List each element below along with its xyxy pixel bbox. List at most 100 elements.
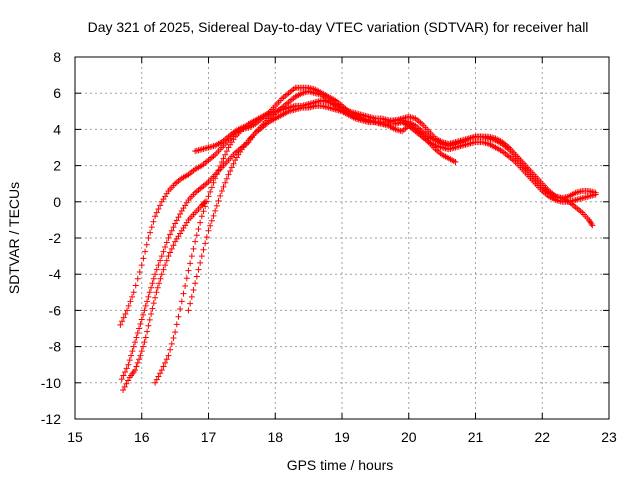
y-tick-label: -2 [49, 230, 62, 246]
data-point [202, 240, 209, 247]
x-tick-label: 15 [67, 429, 83, 445]
data-point [213, 171, 220, 178]
chart-title: Day 321 of 2025, Sidereal Day-to-day VTE… [88, 19, 589, 35]
data-point [122, 311, 129, 318]
data-point [207, 222, 214, 229]
data-point [190, 287, 197, 294]
data-point [193, 273, 200, 280]
data-point [192, 238, 199, 245]
y-tick-label: -8 [49, 339, 62, 355]
y-tick-label: -12 [41, 411, 61, 427]
data-point [138, 348, 145, 355]
series-track-c [120, 198, 209, 394]
y-tick-label: -6 [49, 302, 62, 318]
data-point [157, 202, 164, 209]
data-point [230, 160, 237, 167]
data-point [145, 293, 152, 300]
data-point [152, 294, 159, 301]
data-point [212, 175, 219, 182]
data-point [140, 343, 147, 350]
data-point [222, 179, 229, 186]
data-point [136, 268, 143, 275]
data-point [183, 275, 190, 282]
data-point [223, 175, 230, 182]
data-point [203, 234, 210, 241]
data-point [185, 307, 192, 314]
data-point [185, 267, 192, 274]
data-point [149, 305, 156, 312]
data-point [152, 379, 159, 386]
data-point [149, 280, 156, 287]
data-point [163, 239, 170, 246]
data-point [134, 275, 141, 282]
data-point [223, 148, 230, 155]
data-point [168, 245, 175, 252]
data-point [212, 207, 219, 214]
data-point [155, 262, 162, 269]
data-point [138, 262, 145, 269]
y-tick-label: 6 [53, 85, 61, 101]
data-point [207, 188, 214, 195]
data-point [147, 229, 154, 236]
y-tick-label: 0 [53, 194, 61, 210]
data-point [125, 377, 132, 384]
data-point [148, 311, 155, 318]
data-point [133, 363, 140, 370]
x-tick-label: 19 [334, 429, 350, 445]
data-point [117, 321, 124, 328]
data-point [197, 219, 204, 226]
data-point [217, 163, 224, 170]
data-point [158, 271, 165, 278]
data-point [217, 192, 224, 199]
data-point [208, 184, 215, 191]
data-point [132, 339, 139, 346]
data-markers [117, 84, 599, 394]
data-point [222, 151, 229, 158]
data-point [170, 335, 177, 342]
data-point [148, 284, 155, 291]
data-point [146, 289, 153, 296]
data-point [150, 275, 157, 282]
data-point [160, 363, 167, 370]
data-point [156, 280, 163, 287]
data-point [218, 187, 225, 194]
data-point [162, 244, 169, 251]
data-point [152, 213, 159, 220]
data-point [157, 275, 164, 282]
data-point [163, 257, 170, 264]
data-point [165, 253, 172, 260]
data-point [136, 325, 143, 332]
data-point [172, 220, 179, 227]
data-point [136, 356, 143, 363]
data-point [153, 266, 160, 273]
data-point [157, 370, 164, 377]
data-point [173, 321, 180, 328]
data-point [153, 209, 160, 216]
series-track-b [118, 88, 599, 383]
data-point [120, 387, 127, 394]
data-point [137, 320, 144, 327]
data-point [170, 242, 177, 249]
data-point [132, 282, 139, 289]
data-point [187, 300, 194, 307]
data-point [588, 220, 595, 227]
data-point [218, 158, 225, 165]
x-tick-label: 22 [534, 429, 550, 445]
data-point [127, 298, 134, 305]
data-point [123, 365, 130, 372]
axis-ticks: 15 16 17 18 19 20 21 22 23 -12 -10 -8 -6 -4 -2 0 2 4 6 8 [41, 49, 617, 445]
data-point [120, 372, 127, 379]
data-point [155, 206, 162, 213]
data-point [142, 302, 149, 309]
data-point [195, 225, 202, 232]
data-point [190, 245, 197, 252]
data-point [132, 367, 139, 374]
data-point [162, 262, 169, 269]
data-point [177, 211, 184, 218]
data-point [167, 346, 174, 353]
data-point [141, 307, 148, 314]
data-point [228, 164, 235, 171]
data-point [160, 266, 167, 273]
data-point [143, 241, 150, 248]
